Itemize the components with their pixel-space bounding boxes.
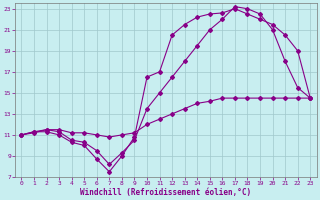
X-axis label: Windchill (Refroidissement éolien,°C): Windchill (Refroidissement éolien,°C) [80, 188, 252, 197]
